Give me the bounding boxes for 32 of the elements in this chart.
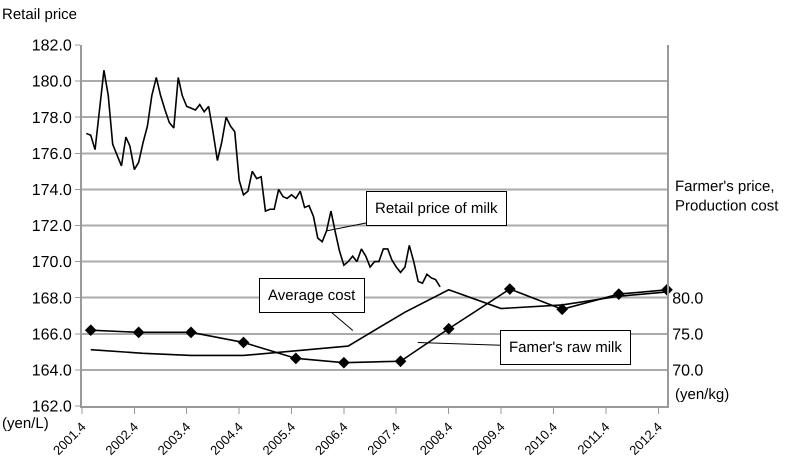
y2-tick-label: 70.0 xyxy=(672,362,704,380)
y-tick-label: 174.0 xyxy=(32,182,72,199)
y2-tick-label: 80.0 xyxy=(672,290,704,308)
y2-axis-title: Farmer's price, Production cost xyxy=(675,178,780,214)
point xyxy=(290,352,302,364)
point xyxy=(504,283,516,295)
point xyxy=(612,288,625,300)
annotation: Average cost xyxy=(268,287,356,304)
annotation: Famer's raw milk xyxy=(509,339,622,356)
y-tick-label: 162.0 xyxy=(32,398,72,416)
y2-tick-label: 75.0 xyxy=(672,326,704,344)
point xyxy=(185,326,197,338)
y-tick-label: 176.0 xyxy=(32,146,72,163)
y-tick-label: 172.0 xyxy=(32,218,72,236)
point xyxy=(132,326,144,338)
annotation: Retail price of milk xyxy=(375,200,498,217)
y-tick-label: 178.0 xyxy=(32,110,72,127)
point xyxy=(84,324,97,336)
point xyxy=(556,303,568,316)
point xyxy=(442,322,455,335)
text: (yen/kg) xyxy=(675,386,730,403)
text: (yen/L) xyxy=(2,415,49,432)
point xyxy=(238,336,250,348)
y-axis-title: Retail price xyxy=(2,6,78,23)
point xyxy=(394,355,406,368)
y-tick-label: 170.0 xyxy=(32,254,72,272)
y-tick-label: 166.0 xyxy=(32,326,72,344)
point xyxy=(338,356,350,369)
y-tick-label: 164.0 xyxy=(32,362,72,380)
y-tick-label: 168.0 xyxy=(32,290,72,308)
y-tick-label: 180.0 xyxy=(32,74,72,91)
y-tick-label: 182.0 xyxy=(32,38,72,55)
